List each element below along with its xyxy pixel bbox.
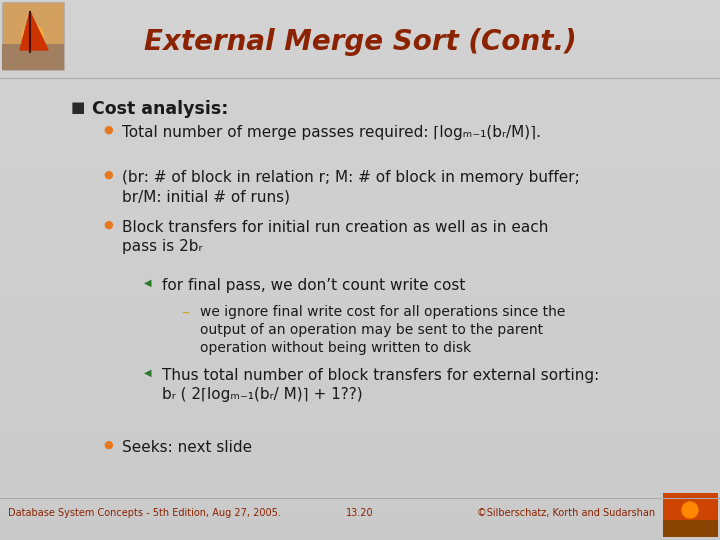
Text: we ignore final write cost for all operations since the
output of an operation m: we ignore final write cost for all opera… [200, 305, 565, 355]
Text: –: – [181, 305, 189, 320]
Circle shape [682, 502, 698, 518]
FancyBboxPatch shape [663, 520, 718, 537]
Text: for final pass, we don’t count write cost: for final pass, we don’t count write cos… [162, 278, 465, 293]
Polygon shape [20, 12, 48, 50]
Text: 13.20: 13.20 [346, 508, 374, 518]
Text: ●: ● [103, 125, 113, 135]
Text: ■: ■ [71, 100, 85, 115]
Text: Cost analysis:: Cost analysis: [92, 100, 228, 118]
FancyBboxPatch shape [2, 44, 64, 70]
Text: Total number of merge passes required: ⌈logₘ₋₁(bᵣ/M)⌉.: Total number of merge passes required: ⌈… [122, 125, 541, 140]
Text: Seeks: next slide: Seeks: next slide [122, 440, 252, 455]
Text: Database System Concepts - 5th Edition, Aug 27, 2005.: Database System Concepts - 5th Edition, … [8, 508, 281, 518]
Text: ●: ● [103, 220, 113, 230]
Text: ©Silberschatz, Korth and Sudarshan: ©Silberschatz, Korth and Sudarshan [477, 508, 655, 518]
Text: ◀: ◀ [144, 278, 152, 288]
Text: Block transfers for initial run creation as well as in each
pass is 2bᵣ: Block transfers for initial run creation… [122, 220, 549, 254]
Text: (br: # of block in relation r; M: # of block in memory buffer;
br/M: initial # o: (br: # of block in relation r; M: # of b… [122, 170, 580, 204]
Text: Thus total number of block transfers for external sorting:
bᵣ ( 2⌈logₘ₋₁(bᵣ/ M)⌉: Thus total number of block transfers for… [162, 368, 599, 402]
Text: ●: ● [103, 170, 113, 180]
Text: ◀: ◀ [144, 368, 152, 378]
Text: ●: ● [103, 440, 113, 450]
Text: External Merge Sort (Cont.): External Merge Sort (Cont.) [144, 28, 576, 56]
FancyBboxPatch shape [663, 493, 718, 537]
Circle shape [23, 25, 43, 45]
FancyBboxPatch shape [2, 2, 64, 70]
